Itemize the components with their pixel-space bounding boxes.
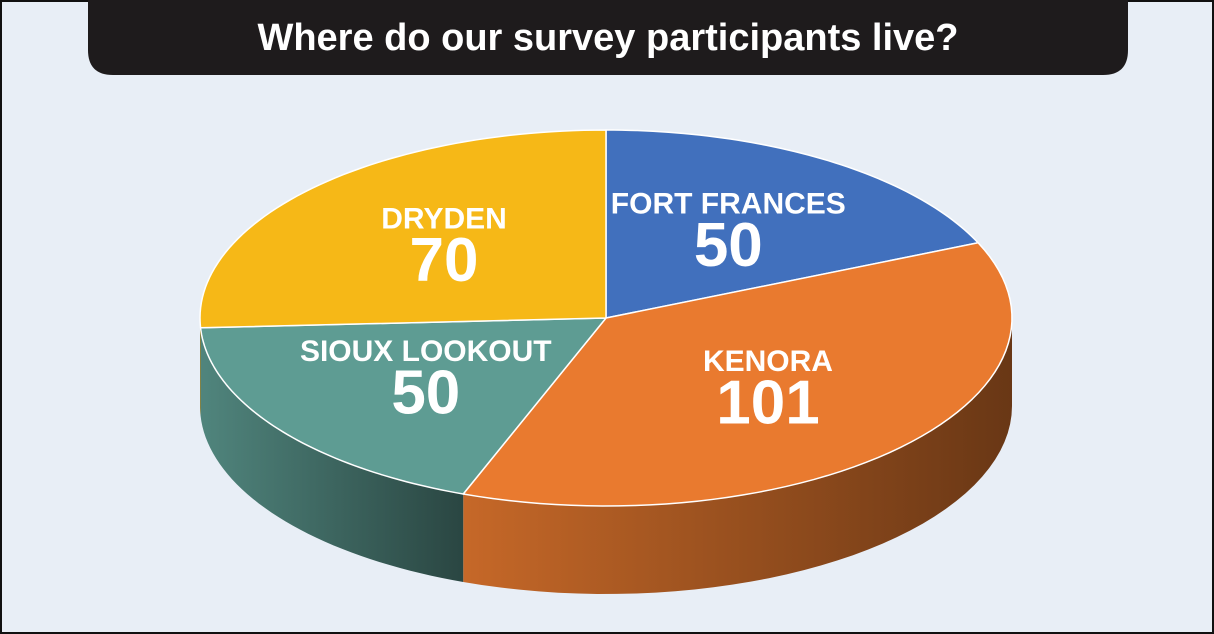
title-bar [88,0,1128,75]
slice-label: SIOUX LOOKOUT [300,335,552,368]
pie-slice [462,242,1013,507]
slice-label: FORT FRANCES [611,187,846,220]
slice-label: DRYDEN [381,203,507,236]
slice-value: 50 [694,211,763,280]
pie-tops [199,129,1013,507]
slice-value: 50 [391,358,460,427]
chart-title: Where do our survey participants live? [257,17,958,59]
pie-slice [605,129,979,319]
pie-sides [200,318,1012,594]
pie-side [463,318,1012,594]
slice-value: 70 [410,226,479,295]
pie-side [200,327,464,582]
pie-slice [199,129,607,329]
pie-slice [199,317,607,495]
pie-side [200,318,201,416]
slice-label: KENORA [703,345,833,378]
slice-value: 101 [716,369,819,438]
